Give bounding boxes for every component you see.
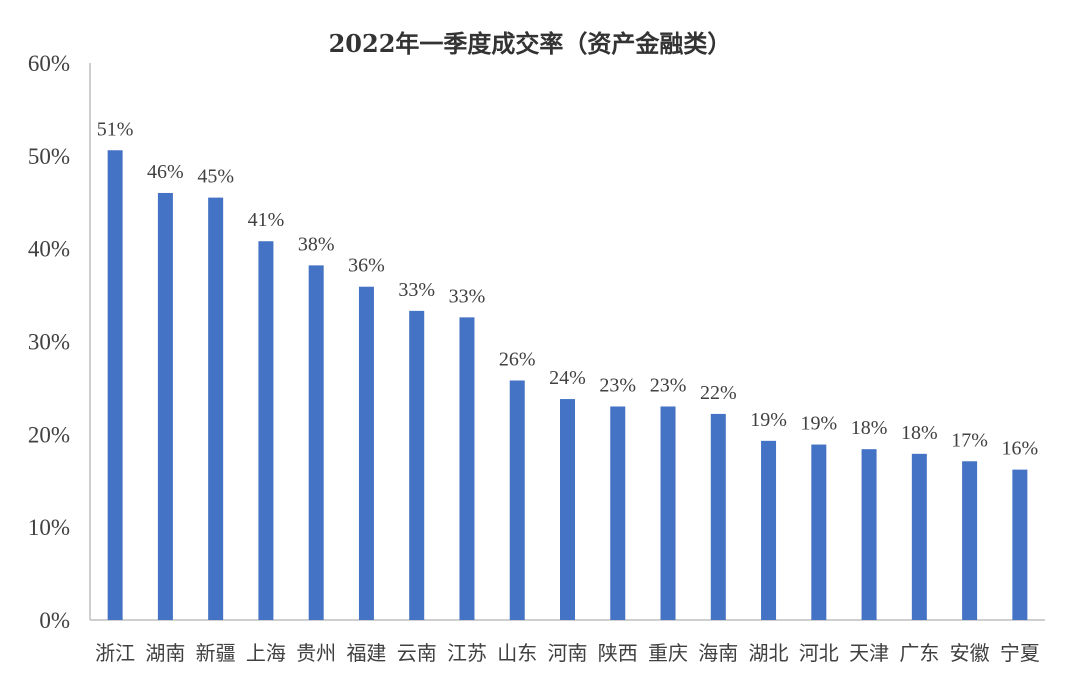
x-tick-label: 重庆 bbox=[648, 641, 688, 665]
x-tick-label: 浙江 bbox=[95, 641, 135, 665]
bar-19 bbox=[1012, 469, 1028, 620]
data-label: 24% bbox=[549, 367, 586, 389]
y-tick-label: 60% bbox=[28, 51, 70, 76]
x-tick-label: 天津 bbox=[849, 641, 889, 665]
y-tick-label: 10% bbox=[28, 515, 70, 540]
data-label: 23% bbox=[650, 374, 687, 396]
y-tick-label: 20% bbox=[28, 422, 70, 447]
bar-9 bbox=[509, 380, 525, 620]
x-tick-label: 宁夏 bbox=[1000, 641, 1040, 665]
data-label: 41% bbox=[248, 209, 285, 231]
x-tick-label: 海南 bbox=[698, 641, 738, 665]
bars-group bbox=[107, 150, 1028, 621]
data-label: 51% bbox=[97, 118, 134, 140]
y-tick-label: 30% bbox=[28, 330, 70, 355]
data-label: 46% bbox=[147, 161, 184, 183]
data-label: 33% bbox=[449, 285, 486, 307]
x-tick-label: 云南 bbox=[397, 641, 437, 665]
y-tick-label: 50% bbox=[28, 144, 70, 169]
y-tick-label: 0% bbox=[39, 608, 70, 633]
data-label: 38% bbox=[298, 233, 335, 255]
bar-8 bbox=[459, 317, 475, 620]
x-tick-label: 新疆 bbox=[196, 641, 236, 665]
y-tick-label: 40% bbox=[28, 237, 70, 262]
data-labels-group: 51% 46% 45% 41% 38% 36% 33% 33% 26% 24% 23% 23% 22% 1… bbox=[97, 118, 1038, 459]
bar-11 bbox=[610, 406, 626, 620]
y-axis-ticks: 0% 10% 20% 30% 40% 50% 60% bbox=[28, 51, 70, 633]
data-label: 36% bbox=[348, 255, 385, 277]
bar-10 bbox=[560, 399, 575, 620]
bar-14 bbox=[761, 440, 777, 620]
x-tick-label: 山东 bbox=[497, 641, 537, 665]
data-label: 45% bbox=[197, 166, 234, 188]
x-tick-label: 上海 bbox=[246, 641, 286, 665]
bar-6 bbox=[358, 286, 374, 620]
x-tick-label: 湖南 bbox=[145, 641, 185, 665]
bar-7 bbox=[409, 310, 425, 620]
bar-3 bbox=[208, 197, 224, 620]
data-label: 18% bbox=[901, 422, 938, 444]
data-label: 18% bbox=[851, 417, 888, 439]
data-label: 19% bbox=[750, 409, 787, 431]
data-label: 16% bbox=[1002, 438, 1039, 460]
bar-16 bbox=[861, 449, 877, 620]
bar-4 bbox=[258, 241, 274, 621]
x-tick-label: 河南 bbox=[548, 641, 588, 665]
bar-12 bbox=[660, 406, 676, 620]
x-tick-label: 江苏 bbox=[447, 641, 487, 665]
data-label: 17% bbox=[951, 429, 988, 451]
bar-15 bbox=[811, 444, 827, 620]
x-tick-label: 河北 bbox=[799, 641, 839, 665]
data-label: 33% bbox=[398, 279, 435, 301]
x-axis-ticks: 浙江 湖南 新疆 上海 贵州 福建 云南 江苏 山东 河南 陕西 重庆 海南 湖北 河北 天津 广东 安徽 宁夏 bbox=[95, 641, 1040, 665]
data-label: 26% bbox=[499, 348, 536, 370]
x-tick-label: 福建 bbox=[346, 641, 386, 665]
data-label: 23% bbox=[599, 374, 636, 396]
bar-5 bbox=[308, 265, 324, 620]
x-tick-label: 贵州 bbox=[296, 641, 336, 665]
bar-17 bbox=[911, 453, 927, 620]
chart-title: 2022年一季度成交率（资产金融类） bbox=[329, 29, 732, 58]
bar-1 bbox=[107, 150, 123, 620]
data-label: 19% bbox=[800, 413, 837, 435]
x-tick-label: 安徽 bbox=[950, 641, 990, 665]
data-label: 22% bbox=[700, 382, 737, 404]
x-tick-label: 陕西 bbox=[598, 641, 638, 665]
bar-2 bbox=[157, 192, 173, 620]
x-tick-label: 湖北 bbox=[749, 641, 789, 665]
bar-13 bbox=[710, 413, 726, 620]
bar-18 bbox=[962, 461, 978, 620]
x-tick-label: 广东 bbox=[899, 641, 939, 665]
